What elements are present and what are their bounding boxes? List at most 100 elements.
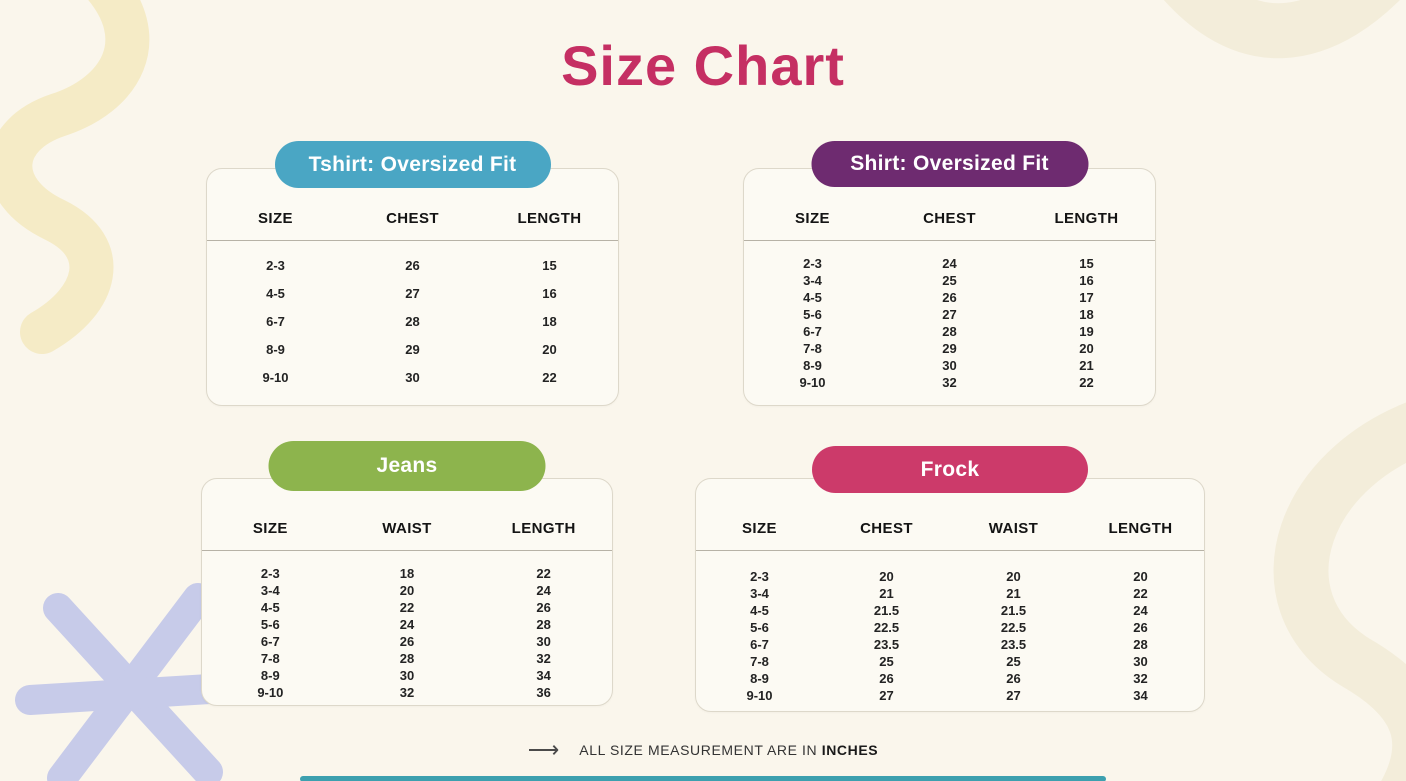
column-header: SIZE — [258, 210, 293, 227]
table-title-pill-tshirt: Tshirt: Oversized Fit — [274, 141, 551, 188]
table-cell: 32 — [536, 651, 551, 666]
table-cell: 30 — [405, 369, 420, 385]
table-row: 9-10 32 22 — [744, 374, 1155, 391]
table-cell: 27 — [942, 307, 957, 322]
table-cell: 20 — [399, 583, 415, 598]
table-cell: 3-4 — [803, 273, 822, 288]
table-cell: 8-9 — [266, 341, 285, 357]
table-cell: 30 — [942, 358, 957, 373]
table-cell: 6-7 — [803, 324, 822, 339]
table-cell: 21 — [1006, 586, 1021, 601]
table-divider — [202, 550, 612, 551]
table-cell: 24 — [536, 583, 551, 598]
table-body: 2-3 18 22 3-4 20 24 4-5 22 26 5-6 24 28 6-7 26 30 7-8 28… — [202, 551, 612, 701]
table-row: 4-5 26 17 — [744, 289, 1155, 306]
table-cell: 16 — [542, 285, 557, 301]
table-row: 6-7 23.5 23.5 28 — [696, 636, 1204, 653]
table-cell: 4-5 — [260, 600, 280, 615]
corner-curve-bottom-right-decoration — [1273, 402, 1406, 781]
squiggle-decoration — [0, 0, 150, 354]
table-cell: 20 — [879, 569, 894, 584]
table-cell: 20 — [1079, 341, 1094, 356]
footer-text-main: ALL SIZE MEASUREMENT ARE IN — [579, 742, 818, 758]
table-cell: 8-9 — [750, 671, 769, 686]
column-header: SIZE — [252, 520, 288, 537]
column-header: CHEST — [923, 210, 976, 227]
table-cell: 26 — [1006, 671, 1021, 686]
table-cell: 28 — [536, 617, 551, 632]
table-row: 5-6 27 18 — [744, 306, 1155, 323]
table-cell: 2-3 — [266, 257, 285, 273]
table-cell: 18 — [399, 566, 415, 581]
table-cell: 2-3 — [803, 256, 822, 271]
footer-note: ⟶ ALL SIZE MEASUREMENT ARE IN INCHES — [0, 739, 1406, 761]
size-card-jeans: Jeans SIZE WAIST LENGTH 2-3 18 22 3-4 20 24 4-5 2… — [201, 441, 613, 706]
asterisk-decoration — [15, 583, 241, 781]
table-cell: 20 — [1133, 569, 1148, 584]
table-row: 3-4 20 24 — [202, 582, 612, 599]
table-header-row: SIZE WAIST LENGTH — [202, 521, 612, 537]
table-cell: 20 — [542, 341, 557, 357]
table-row: 6-7 28 18 — [207, 307, 618, 335]
table-cell: 26 — [1133, 620, 1148, 635]
table-body: 2-3 24 15 3-4 25 16 4-5 26 17 5-6 27 18 6-7 28 19 7-8 29… — [744, 241, 1155, 391]
table-cell: 7-8 — [750, 654, 769, 669]
column-header: WAIST — [382, 520, 432, 537]
table-row: 6-7 26 30 — [202, 633, 612, 650]
table-cell: 7-8 — [803, 341, 822, 356]
table-title-pill-jeans: Jeans — [268, 441, 546, 491]
table-cell: 21.5 — [1000, 603, 1027, 618]
table-row: 7-8 28 32 — [202, 650, 612, 667]
table-cell: 9-10 — [257, 685, 284, 700]
table-cell: 22.5 — [873, 620, 900, 635]
column-header: LENGTH — [1054, 210, 1119, 227]
table-cell: 21 — [1079, 358, 1094, 373]
table-cell: 22 — [1079, 375, 1094, 390]
table-cell: 23.5 — [873, 637, 900, 652]
corner-curve-top-right-decoration — [1163, 0, 1400, 59]
column-header: SIZE — [742, 520, 777, 537]
table-cell: 6-7 — [260, 634, 280, 649]
table-cell: 24 — [942, 256, 957, 271]
column-header: LENGTH — [511, 520, 576, 537]
table-cell: 22 — [399, 600, 415, 615]
table-cell: 27 — [405, 285, 420, 301]
table-cell: 8-9 — [260, 668, 280, 683]
table-cell: 4-5 — [803, 290, 822, 305]
table-row: 4-5 21.5 21.5 24 — [696, 602, 1204, 619]
table-cell: 17 — [1079, 290, 1094, 305]
table-cell: 21 — [879, 586, 894, 601]
table-cell: 5-6 — [803, 307, 822, 322]
table-cell: 22.5 — [1000, 620, 1027, 635]
table-cell: 5-6 — [750, 620, 769, 635]
table-cell: 32 — [942, 375, 957, 390]
teal-bar-decoration — [300, 776, 1106, 781]
table-row: 2-3 18 22 — [202, 565, 612, 582]
table-cell: 25 — [942, 273, 957, 288]
table-body: 2-3 20 20 20 3-4 21 21 22 4-5 21.5 21.5 24 5-6 22.5 22… — [696, 551, 1204, 704]
table-cell: 22 — [536, 566, 551, 581]
table-body: 2-3 26 15 4-5 27 16 6-7 28 18 8-9 29 20 9-10 30 22 — [207, 241, 618, 391]
table-cell: 26 — [536, 600, 551, 615]
table-cell: 2-3 — [750, 569, 769, 584]
table-cell: 26 — [942, 290, 957, 305]
table-cell: 30 — [536, 634, 551, 649]
table-cell: 28 — [1133, 637, 1148, 652]
table-cell: 34 — [536, 668, 551, 683]
column-header: LENGTH — [517, 210, 582, 227]
table-header-row: SIZE CHEST WAIST LENGTH — [696, 521, 1204, 537]
table-header-row: SIZE CHEST LENGTH — [207, 211, 618, 227]
table-divider — [207, 240, 618, 241]
table-row: 9-10 32 36 — [202, 684, 612, 701]
table-title-pill-shirt: Shirt: Oversized Fit — [811, 141, 1088, 187]
table-row: 8-9 30 34 — [202, 667, 612, 684]
table-cell: 29 — [942, 341, 957, 356]
table-cell: 6-7 — [750, 637, 769, 652]
table-cell: 4-5 — [266, 285, 285, 301]
right-arrow-icon: ⟶ — [527, 737, 560, 762]
table-cell: 19 — [1079, 324, 1094, 339]
table-cell: 4-5 — [750, 603, 769, 618]
table-row: 2-3 20 20 20 — [696, 568, 1204, 585]
